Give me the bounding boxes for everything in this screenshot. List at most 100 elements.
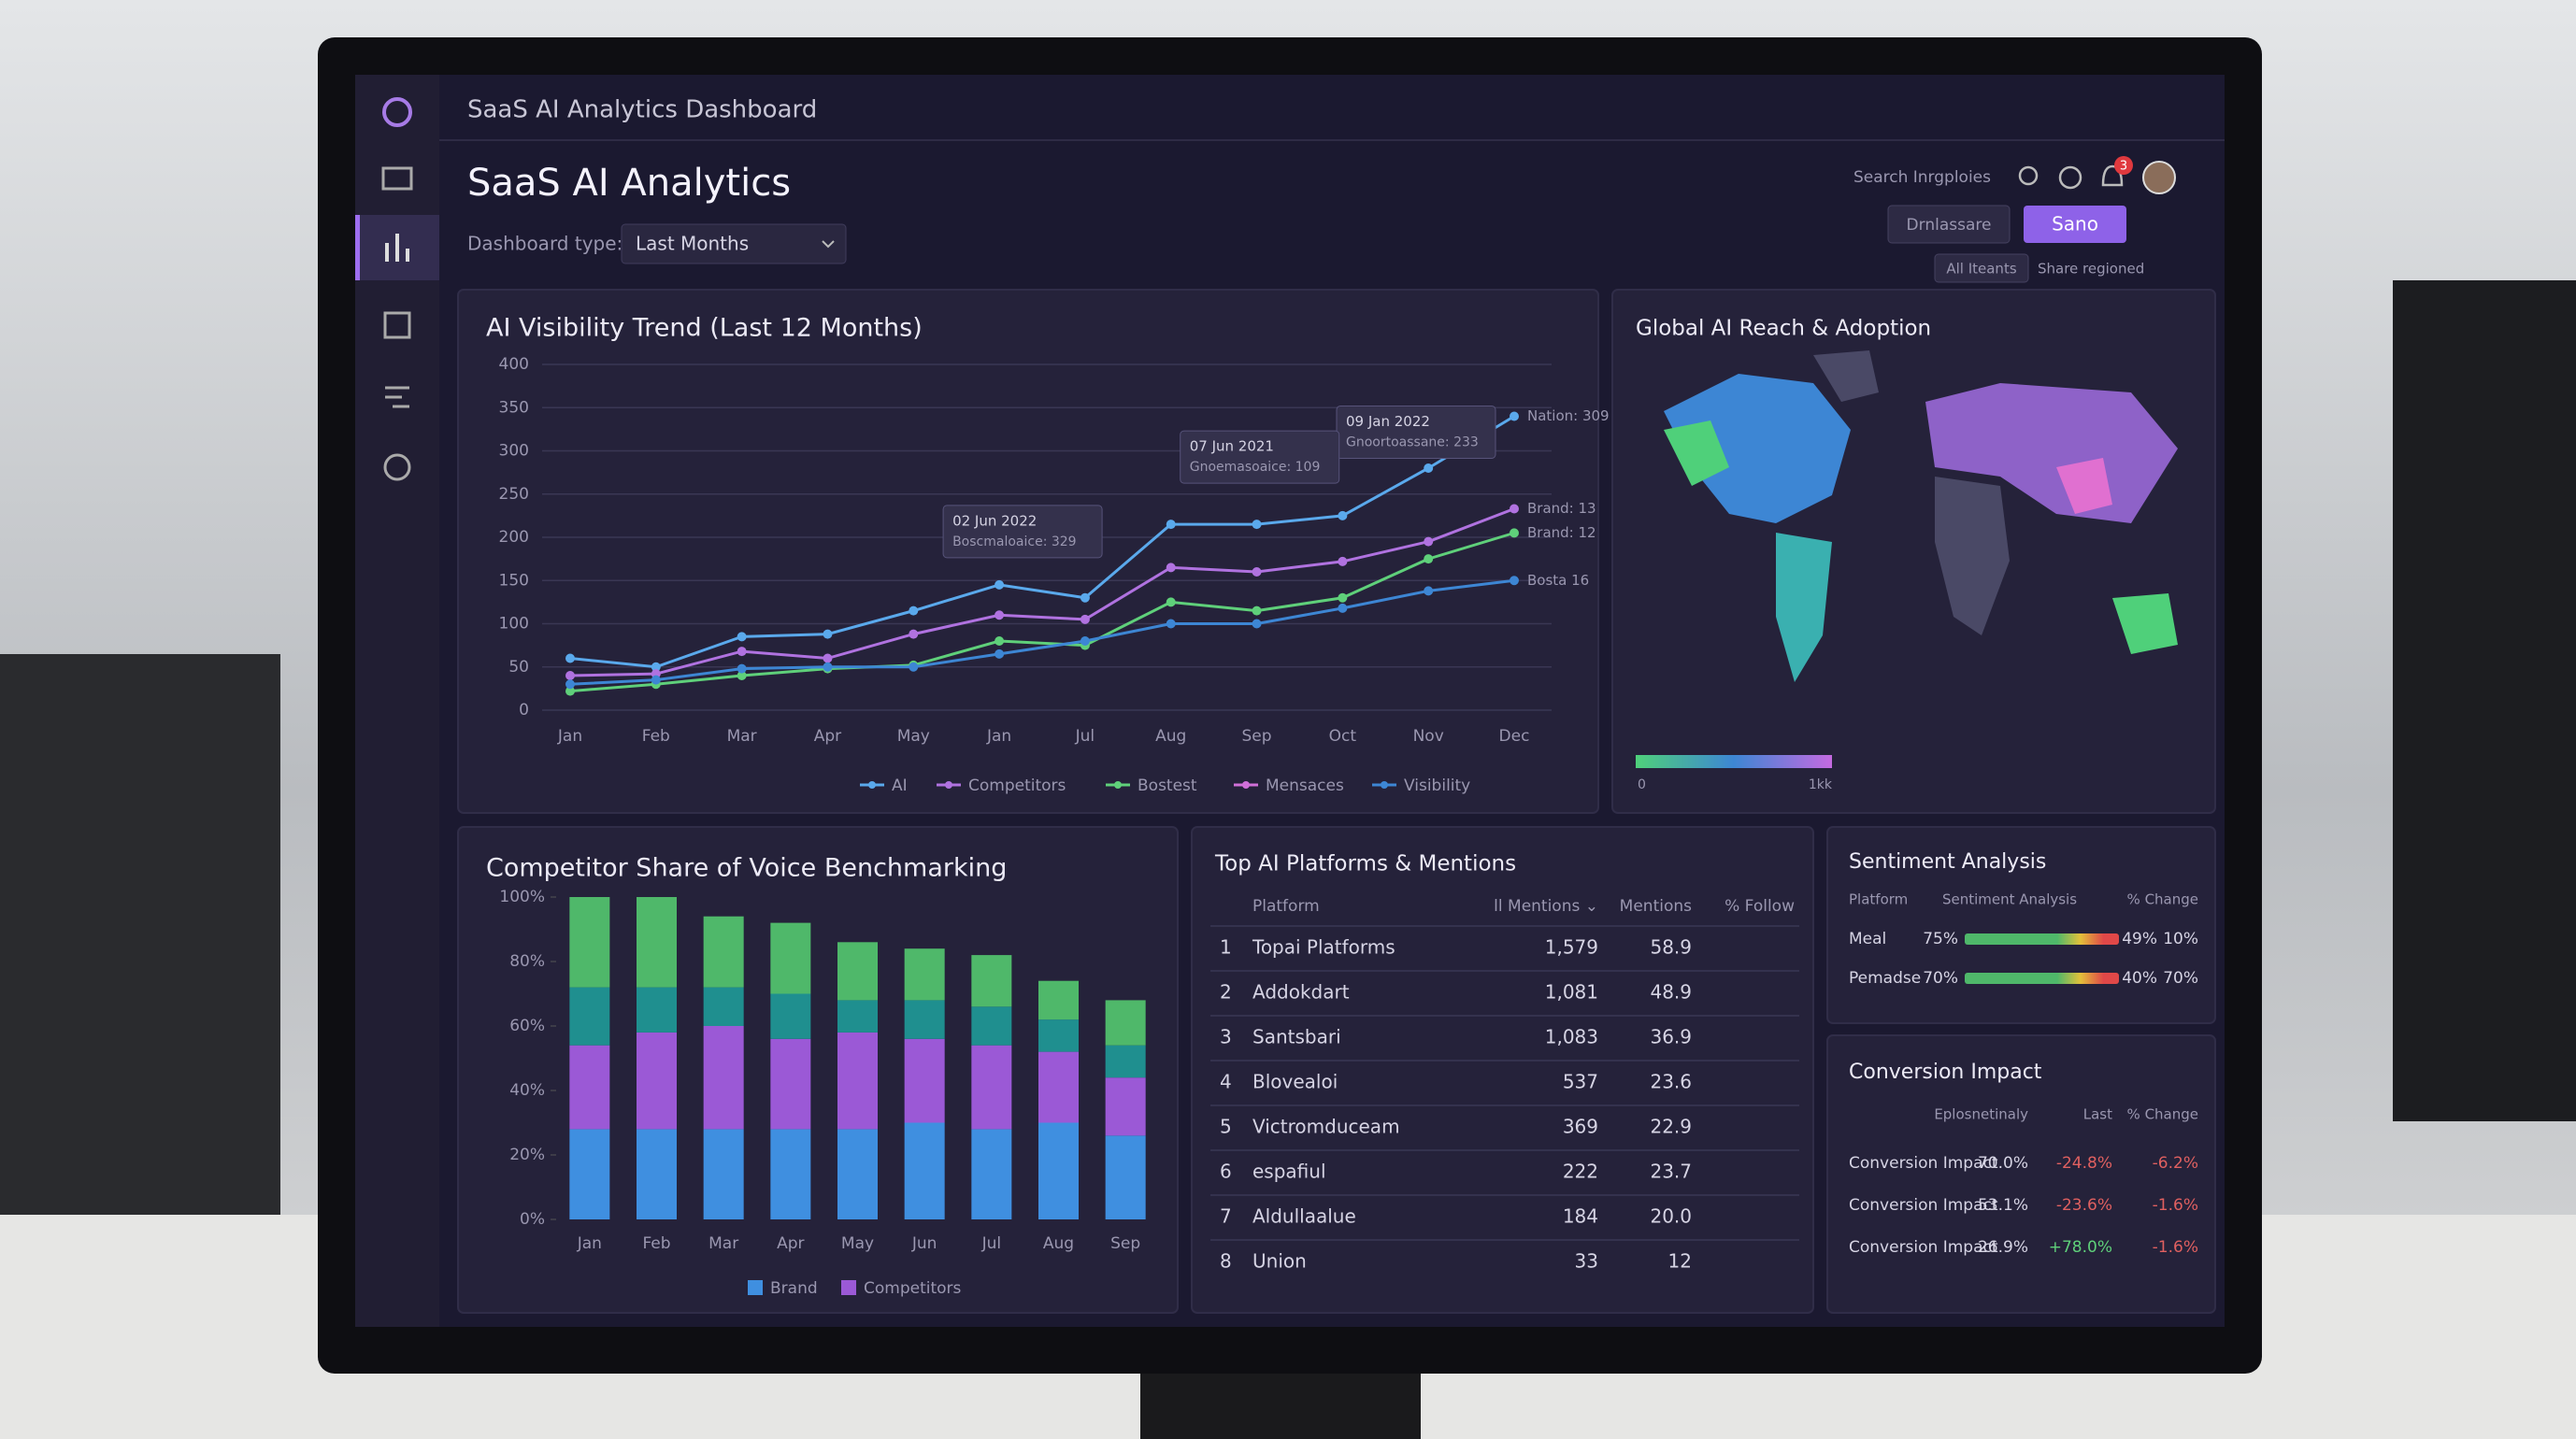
cell: 10%: [2163, 930, 2198, 948]
bar-segment: [904, 1000, 945, 1039]
bar-segment: [569, 987, 610, 1046]
legend-label: Visibility: [1404, 776, 1470, 795]
cell: 3: [1220, 1026, 1232, 1048]
filter[interactable]: [1934, 253, 2029, 283]
cell: 1: [1220, 936, 1232, 959]
point: [737, 663, 747, 674]
end-label: Bosta 16: [1527, 572, 1589, 589]
cell: 537: [1563, 1071, 1598, 1093]
y-tick-label: 350: [499, 398, 529, 417]
bar-segment: [971, 1006, 1012, 1046]
filter-label[interactable]: All Iteants: [1946, 261, 2016, 278]
cell: 6: [1220, 1161, 1232, 1183]
button-primary[interactable]: [2024, 206, 2126, 243]
dropdown[interactable]: [621, 223, 847, 264]
y-tick-label: 60%: [509, 1017, 545, 1035]
dropdown-value[interactable]: Last Months: [636, 233, 749, 255]
cell: 222: [1563, 1161, 1598, 1183]
point: [1338, 592, 1348, 603]
folder-icon[interactable]: [381, 166, 413, 191]
sidebar: [355, 75, 439, 1327]
map-panel: [1611, 289, 2216, 814]
y-tick-label: 80%: [509, 952, 545, 971]
bar-segment: [703, 916, 744, 988]
map-title: Global AI Reach & Adoption: [1636, 317, 1931, 341]
point: [651, 675, 661, 685]
x-tick-label: Sep: [1242, 727, 1272, 746]
point: [1252, 619, 1262, 629]
cell: 369: [1563, 1116, 1598, 1138]
point: [1166, 520, 1176, 530]
point: [1338, 556, 1348, 566]
chart-icon[interactable]: [385, 234, 409, 262]
cell: 70.0%: [1978, 1154, 2028, 1173]
point: [565, 653, 575, 663]
point: [995, 579, 1005, 590]
bar-segment: [971, 955, 1012, 1007]
cell: 70%: [1923, 969, 1958, 988]
bar-segment: [1105, 1000, 1146, 1046]
tooltip: [1180, 430, 1340, 484]
help-icon[interactable]: [2058, 165, 2082, 190]
series-line: [569, 578, 1515, 686]
column-header: % Change: [2127, 1106, 2198, 1123]
column-header: Last: [2083, 1106, 2112, 1123]
bar-segment: [770, 993, 811, 1039]
settings-icon[interactable]: [383, 453, 411, 481]
bar-segment: [971, 1045, 1012, 1130]
cell: 75%: [1923, 930, 1958, 948]
column-header: % Change: [2127, 891, 2198, 908]
tooltip-date: 09 Jan 2022: [1346, 413, 1430, 430]
point: [909, 629, 919, 639]
series-line: [569, 531, 1515, 693]
search[interactable]: Search Inrgploies: [1853, 168, 1991, 187]
cell: 58.9: [1650, 936, 1692, 959]
map-region: [1664, 374, 1851, 523]
tooltip: [942, 505, 1103, 559]
point: [995, 648, 1005, 659]
nav-indicator: [355, 215, 360, 280]
button[interactable]: [1887, 205, 2011, 244]
point: [1424, 463, 1434, 473]
filter-icon[interactable]: [385, 386, 409, 408]
cell: 23.7: [1650, 1161, 1692, 1183]
button-label[interactable]: Drnlassare: [1907, 216, 1992, 235]
cell: -23.6%: [2056, 1196, 2112, 1215]
bar-segment: [569, 1129, 610, 1219]
point: [909, 662, 919, 672]
screen: SaaS AI Analytics Dashboard SaaS AI Anal…: [355, 75, 2225, 1327]
point: [823, 629, 833, 639]
sentiment-bar: [1965, 933, 2119, 945]
edit-icon[interactable]: [383, 311, 411, 339]
cell: +78.0%: [2049, 1238, 2112, 1257]
app-title: SaaS AI Analytics Dashboard: [467, 96, 817, 124]
world-map: [1664, 350, 2178, 682]
cell: 184: [1563, 1205, 1598, 1228]
legend-label: AI: [892, 776, 908, 795]
cell: 53.1%: [1978, 1196, 2028, 1215]
filter-label[interactable]: Share regioned: [2038, 261, 2144, 278]
cell: 48.9: [1650, 981, 1692, 1004]
legend-swatch: [748, 1280, 763, 1295]
bar-segment: [1105, 1077, 1146, 1136]
sentiment-title: Sentiment Analysis: [1849, 850, 2046, 874]
map-region: [1664, 420, 1729, 486]
avatar[interactable]: [2142, 161, 2176, 194]
cell: 22.9: [1650, 1116, 1692, 1138]
y-tick-label: 100: [499, 615, 529, 634]
cell: Conversion Impact: [1849, 1238, 1998, 1257]
end-label: Brand: 13: [1527, 500, 1596, 517]
bar-segment: [1038, 1019, 1079, 1052]
bar-segment: [637, 1032, 677, 1130]
point: [1424, 586, 1434, 596]
point: [1080, 592, 1090, 603]
cell: -1.6%: [2153, 1196, 2198, 1215]
button-label[interactable]: Sano: [2052, 213, 2098, 235]
cell: 7: [1220, 1205, 1232, 1228]
search-icon[interactable]: [2018, 165, 2039, 186]
point: [565, 679, 575, 690]
tooltip-text: Gnoortoassane: 233: [1346, 435, 1479, 449]
bell-icon[interactable]: [2101, 164, 2124, 187]
legend-label: Competitors: [968, 776, 1066, 795]
